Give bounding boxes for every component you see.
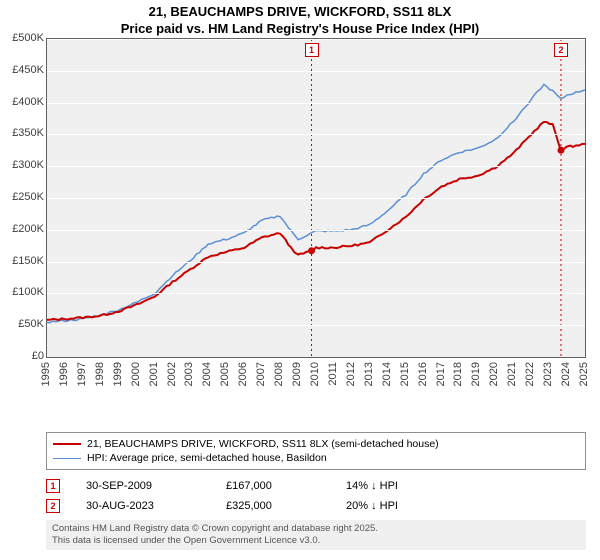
legend-row: 21, BEAUCHAMPS DRIVE, WICKFORD, SS11 8LX… bbox=[53, 437, 579, 451]
plot-area: 12 bbox=[46, 38, 586, 358]
x-tick-label: 2025 bbox=[578, 362, 590, 386]
gridline bbox=[47, 325, 585, 326]
series-line bbox=[47, 84, 585, 322]
y-tick-label: £250K bbox=[0, 191, 44, 203]
event-marker: 1 bbox=[46, 479, 60, 493]
x-tick-label: 2005 bbox=[219, 362, 231, 386]
event-marker-2: 2 bbox=[554, 43, 568, 57]
x-tick-label: 2023 bbox=[542, 362, 554, 386]
x-tick-label: 1999 bbox=[112, 362, 124, 386]
x-tick-label: 2008 bbox=[273, 362, 285, 386]
y-tick-label: £450K bbox=[0, 64, 44, 76]
x-tick-label: 1997 bbox=[76, 362, 88, 386]
y-tick-label: £200K bbox=[0, 223, 44, 235]
footer-line-2: This data is licensed under the Open Gov… bbox=[52, 535, 580, 547]
gridline bbox=[47, 230, 585, 231]
x-tick-label: 2000 bbox=[130, 362, 142, 386]
x-tick-label: 2007 bbox=[255, 362, 267, 386]
gridline bbox=[47, 262, 585, 263]
x-tick-label: 2006 bbox=[237, 362, 249, 386]
event-table: 1 30-SEP-2009£167,00014% ↓ HPI 2 30-AUG-202… bbox=[46, 476, 586, 516]
x-tick-label: 2017 bbox=[435, 362, 447, 386]
gridline bbox=[47, 198, 585, 199]
chart-container: 21, BEAUCHAMPS DRIVE, WICKFORD, SS11 8LX… bbox=[0, 0, 600, 560]
x-tick-label: 1998 bbox=[94, 362, 106, 386]
x-tick-label: 2021 bbox=[506, 362, 518, 386]
y-tick-label: £0 bbox=[0, 350, 44, 362]
y-tick-label: £150K bbox=[0, 255, 44, 267]
gridline bbox=[47, 103, 585, 104]
event-price: £167,000 bbox=[226, 480, 346, 492]
x-tick-label: 2016 bbox=[417, 362, 429, 386]
gridline bbox=[47, 293, 585, 294]
x-tick-label: 2011 bbox=[327, 362, 339, 386]
event-row: 2 30-AUG-2023£325,00020% ↓ HPI bbox=[46, 496, 586, 516]
event-price: £325,000 bbox=[226, 500, 346, 512]
footer-line-1: Contains HM Land Registry data © Crown c… bbox=[52, 523, 580, 535]
x-tick-label: 1995 bbox=[40, 362, 52, 386]
x-tick-label: 2015 bbox=[399, 362, 411, 386]
gridline bbox=[47, 71, 585, 72]
legend-swatch bbox=[53, 458, 81, 459]
title-line-2: Price paid vs. HM Land Registry's House … bbox=[0, 21, 600, 38]
y-tick-label: £300K bbox=[0, 159, 44, 171]
x-tick-label: 2009 bbox=[291, 362, 303, 386]
event-delta: 14% ↓ HPI bbox=[346, 480, 398, 492]
x-tick-label: 2018 bbox=[452, 362, 464, 386]
event-marker: 2 bbox=[46, 499, 60, 513]
y-tick-label: £350K bbox=[0, 127, 44, 139]
event-date: 30-SEP-2009 bbox=[86, 480, 226, 492]
title-block: 21, BEAUCHAMPS DRIVE, WICKFORD, SS11 8LX… bbox=[0, 0, 600, 38]
legend: 21, BEAUCHAMPS DRIVE, WICKFORD, SS11 8LX… bbox=[46, 432, 586, 470]
x-tick-label: 1996 bbox=[58, 362, 70, 386]
x-tick-label: 2010 bbox=[309, 362, 321, 386]
legend-label: HPI: Average price, semi-detached house,… bbox=[87, 452, 327, 464]
title-line-1: 21, BEAUCHAMPS DRIVE, WICKFORD, SS11 8LX bbox=[0, 4, 600, 21]
legend-swatch bbox=[53, 443, 81, 445]
y-tick-label: £100K bbox=[0, 286, 44, 298]
legend-row: HPI: Average price, semi-detached house,… bbox=[53, 451, 579, 465]
event-row: 1 30-SEP-2009£167,00014% ↓ HPI bbox=[46, 476, 586, 496]
gridline bbox=[47, 134, 585, 135]
event-delta: 20% ↓ HPI bbox=[346, 500, 398, 512]
event-marker-1: 1 bbox=[305, 43, 319, 57]
x-tick-label: 2019 bbox=[470, 362, 482, 386]
gridline bbox=[47, 39, 585, 40]
x-tick-label: 2020 bbox=[488, 362, 500, 386]
x-tick-label: 2001 bbox=[148, 362, 160, 386]
x-tick-label: 2013 bbox=[363, 362, 375, 386]
footer: Contains HM Land Registry data © Crown c… bbox=[46, 520, 586, 550]
y-tick-label: £500K bbox=[0, 32, 44, 44]
event-dot bbox=[308, 247, 315, 254]
legend-label: 21, BEAUCHAMPS DRIVE, WICKFORD, SS11 8LX… bbox=[87, 438, 439, 450]
x-tick-label: 2003 bbox=[183, 362, 195, 386]
chart: 12 £0£50K£100K£150K£200K£250K£300K£350K£… bbox=[0, 38, 600, 398]
series-line bbox=[47, 122, 585, 320]
x-tick-label: 2024 bbox=[560, 362, 572, 386]
event-dot bbox=[557, 147, 564, 154]
x-tick-label: 2012 bbox=[345, 362, 357, 386]
x-tick-label: 2014 bbox=[381, 362, 393, 386]
x-tick-label: 2022 bbox=[524, 362, 536, 386]
x-tick-label: 2004 bbox=[201, 362, 213, 386]
event-date: 30-AUG-2023 bbox=[86, 500, 226, 512]
x-tick-label: 2002 bbox=[166, 362, 178, 386]
y-tick-label: £400K bbox=[0, 96, 44, 108]
y-tick-label: £50K bbox=[0, 318, 44, 330]
gridline bbox=[47, 166, 585, 167]
